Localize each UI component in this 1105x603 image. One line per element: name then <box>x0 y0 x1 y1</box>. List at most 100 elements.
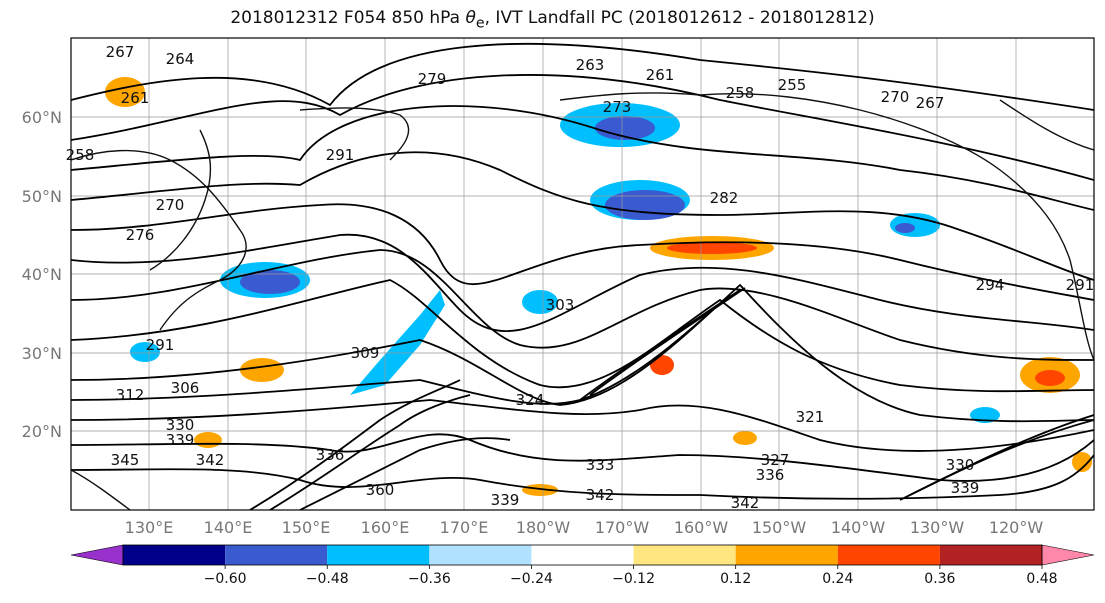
contour-label: 324 <box>516 391 545 409</box>
shade-red-band <box>667 242 757 254</box>
contour-line <box>269 394 471 510</box>
colorbar-extend-high <box>1041 544 1095 566</box>
contour-line <box>71 249 1094 361</box>
contour-label: 360 <box>366 481 395 499</box>
lon-tick-label: 150°E <box>282 518 331 537</box>
lon-tick-label: 170°E <box>440 518 489 537</box>
lon-tick-label: 120°W <box>989 518 1044 537</box>
contour-label: 291 <box>1066 276 1095 294</box>
shade-gulf-dark <box>605 190 685 220</box>
contour-label: 258 <box>66 146 95 164</box>
colorbar-tick-label: 0.12 <box>720 571 751 587</box>
coast-asia <box>71 149 247 331</box>
shade-orange-small <box>194 432 222 448</box>
lat-tick-label: 40°N <box>22 265 62 284</box>
lon-tick-label: 150°W <box>752 518 807 537</box>
contour-line <box>71 283 1094 423</box>
contour-label: 333 <box>586 456 615 474</box>
contour-label: 339 <box>491 491 520 509</box>
colorbar-tick-label: −0.60 <box>204 571 247 587</box>
colorbar-segment <box>939 545 1042 565</box>
contour-label: 330 <box>166 416 195 434</box>
shade-blue-blob <box>130 342 160 362</box>
longitude-ticks: 130°E 140°E 150°E 160°E 170°E 180°W 170°W 160°W… <box>125 518 1044 537</box>
lon-tick-label: 130°W <box>910 518 965 537</box>
contour-label: 270 <box>156 196 185 214</box>
contour-line <box>299 437 511 510</box>
colorbar-extend-low <box>70 544 124 566</box>
latitude-ticks: 60°N 50°N 40°N 30°N 20°N <box>22 108 62 441</box>
shade-ne-pacific-dark <box>895 223 915 233</box>
colorbar-segment <box>531 545 634 565</box>
contour-line <box>71 279 1094 393</box>
contour-label: 279 <box>418 70 447 88</box>
colorbar-tick-label: 0.48 <box>1026 571 1057 587</box>
coast-chukotka <box>299 107 410 161</box>
contour-line <box>71 74 1094 181</box>
shade-orange-bottom <box>522 484 558 496</box>
contour-label: 263 <box>576 56 605 74</box>
lon-tick-label: 160°E <box>361 518 410 537</box>
colorbar: −0.60 −0.48 −0.36 −0.24 −0.12 0.12 0.24 0.36 0.4… <box>70 544 1095 587</box>
colorbar-tick-label: −0.48 <box>306 571 349 587</box>
shade-orange-edge <box>1072 452 1092 472</box>
shade-japan-dark <box>240 270 300 294</box>
contour-label: 303 <box>546 296 575 314</box>
lat-tick-label: 20°N <box>22 422 62 441</box>
contour-label: 291 <box>326 146 355 164</box>
contour-label: 270 <box>881 88 910 106</box>
contour-label: 336 <box>316 446 345 464</box>
contour-label: 312 <box>116 386 145 404</box>
contour-line <box>71 454 1094 500</box>
colorbar-tick-label: −0.12 <box>612 571 655 587</box>
contour-label: 264 <box>166 50 195 68</box>
shade-orange-small-2 <box>733 431 757 445</box>
contour-label: 339 <box>951 479 980 497</box>
map-frame <box>70 37 1095 511</box>
lon-tick-label: 140°E <box>204 518 253 537</box>
contour-label: 306 <box>171 379 200 397</box>
contour-line <box>589 287 746 396</box>
colorbar-segment <box>735 545 838 565</box>
contour-label: 276 <box>126 226 155 244</box>
shade-diagonal-blue <box>350 290 445 395</box>
contour-label: 336 <box>756 466 785 484</box>
contour-label: 294 <box>976 276 1005 294</box>
lon-tick-label: 160°W <box>674 518 729 537</box>
coast-asia-south <box>71 469 131 510</box>
colorbar-tick-label: −0.24 <box>510 571 553 587</box>
colorbar-frame <box>122 544 1043 566</box>
shade-blue-small-2 <box>970 407 1000 423</box>
contour-labels: 267 264 261 279 263 261 258 255 270 267 273 291 282 2… <box>66 43 1095 512</box>
contour-line <box>71 399 1094 452</box>
contour-label: 261 <box>646 66 675 84</box>
lat-tick-label: 30°N <box>22 344 62 363</box>
colorbar-tick-label: −0.36 <box>408 571 451 587</box>
contour-label: 330 <box>946 456 975 474</box>
contour-label: 261 <box>121 89 150 107</box>
shade-baja-red <box>1035 370 1065 386</box>
shade-orange-blob <box>240 358 284 382</box>
contour-label: 267 <box>106 43 135 61</box>
contour-label: 258 <box>726 84 755 102</box>
contour-label: 273 <box>603 98 632 116</box>
colorbar-segment <box>225 545 328 565</box>
coast-canada <box>999 99 1094 151</box>
lon-tick-label: 140°W <box>831 518 886 537</box>
lon-tick-label: 130°E <box>125 518 174 537</box>
contour-line <box>909 414 1094 496</box>
contour-label: 309 <box>351 344 380 362</box>
theta-e-contours <box>71 42 1094 510</box>
colorbar-segment <box>327 545 430 565</box>
contour-line <box>71 294 731 405</box>
colorbar-segment <box>837 545 940 565</box>
contour-label: 282 <box>710 189 739 207</box>
contour-label: 345 <box>111 451 140 469</box>
shade-blue-small <box>522 290 558 314</box>
contour-label: 321 <box>796 408 825 426</box>
contour-line <box>71 151 1094 281</box>
contour-line <box>249 379 461 510</box>
contour-line <box>71 105 1094 211</box>
colorbar-segment <box>633 545 736 565</box>
